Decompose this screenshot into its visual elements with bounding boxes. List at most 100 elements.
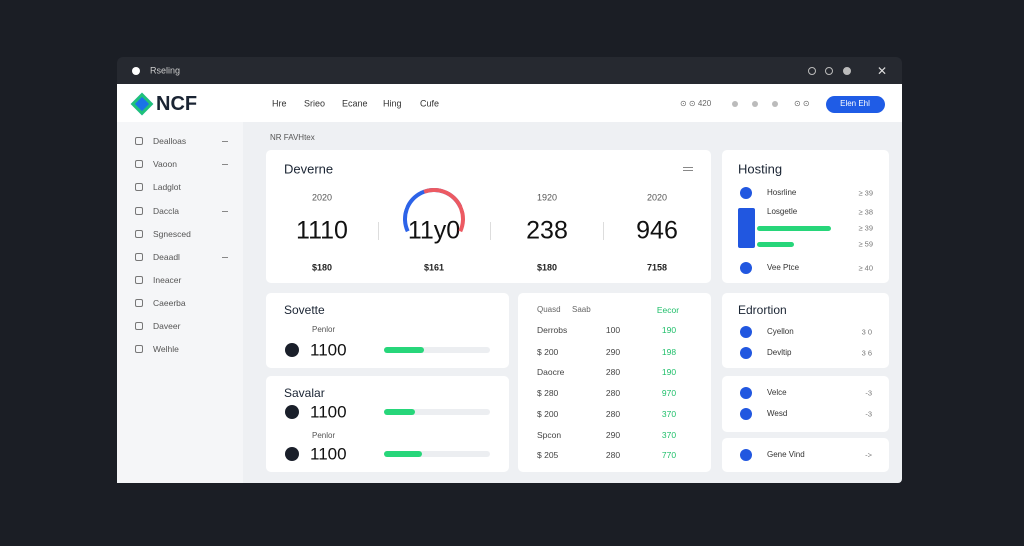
sidebar-chevron (222, 257, 228, 258)
card (518, 293, 711, 472)
sidebar-item[interactable]: Deaadl (153, 251, 180, 262)
stat-value: 946 (636, 216, 678, 245)
list-label[interactable]: Gene Vind (767, 450, 805, 459)
nav-link[interactable]: Cufe (420, 98, 440, 109)
metric-value: 1100 (310, 402, 347, 422)
card (722, 376, 889, 432)
table-cell: $ 200 (537, 408, 559, 419)
icon (285, 405, 299, 419)
bar-green (757, 226, 831, 231)
list-value: -3 (865, 388, 872, 398)
sidebar-chevron (222, 211, 228, 212)
sidebar-icon (135, 207, 143, 215)
stat-value: 1110 (296, 216, 348, 245)
stat-sub: $180 (311, 262, 333, 273)
icon (740, 262, 752, 274)
list-label: Vee Ptce (767, 263, 800, 272)
table-cell: 370 (661, 408, 677, 419)
metric-value: 1100 (310, 444, 347, 464)
nav-link[interactable]: Hing (383, 98, 402, 109)
header-icons: ⊙ ⊙ (794, 99, 810, 108)
card-title: Edrortion (738, 303, 787, 317)
icon (740, 449, 752, 461)
sidebar-item[interactable]: Daccla (153, 205, 179, 216)
list-value: ≥ 39 (858, 223, 873, 233)
table-cell: Spcon (537, 429, 562, 440)
sidebar-item[interactable]: Ineacer (153, 274, 182, 285)
primary-button[interactable] (826, 96, 885, 113)
progress-track (384, 347, 490, 353)
list-value: 3 0 (861, 327, 872, 337)
list-label: Losgetle (767, 207, 798, 216)
list-value: ≥ 38 (858, 207, 873, 217)
table-cell: 290 (605, 429, 621, 440)
window-control[interactable] (808, 67, 816, 75)
table-cell: 280 (605, 449, 621, 460)
stat-sub: $161 (423, 262, 445, 273)
card-menu[interactable] (683, 167, 693, 171)
list-value: ≥ 59 (858, 239, 873, 249)
list-label[interactable]: Wesd (767, 409, 788, 418)
stat-sub: $180 (536, 262, 558, 273)
close-button[interactable]: ✕ (877, 64, 888, 78)
icon (740, 387, 752, 399)
sidebar-icon (135, 276, 143, 284)
icon (772, 101, 778, 107)
divider (603, 222, 604, 240)
table-cell: 198 (661, 346, 677, 357)
table-cell: 770 (661, 449, 677, 460)
nav-link[interactable]: Hre (272, 98, 287, 109)
sidebar-item[interactable]: Sgnesced (153, 228, 191, 239)
table-header: Eecor (656, 304, 680, 315)
nav-link[interactable]: Ecane (342, 98, 368, 109)
table-cell: 190 (661, 324, 677, 335)
sidebar-item[interactable]: Welhle (153, 343, 179, 354)
sidebar-icon (135, 253, 143, 261)
sidebar-item[interactable]: Ladglot (153, 181, 181, 192)
header (117, 84, 902, 122)
list-value: ≥ 40 (858, 263, 873, 273)
sidebar-icon (135, 322, 143, 330)
progress-track (384, 409, 490, 415)
stat-value: 11y0 (407, 216, 461, 245)
icon (740, 347, 752, 359)
sidebar-item[interactable]: Daveer (153, 320, 181, 331)
divider (490, 222, 491, 240)
card-title: Savalar (284, 386, 325, 400)
button-label[interactable]: Elen Ehl (840, 99, 870, 108)
table-cell: 100 (605, 324, 621, 335)
sidebar-icon (135, 183, 143, 191)
icon (285, 447, 299, 461)
status: ⊙ ⊙ 420 (680, 99, 712, 108)
divider (378, 222, 379, 240)
metric-value: 1100 (310, 340, 347, 360)
list-label[interactable]: Cyellon (767, 327, 794, 336)
list-value: 3 6 (861, 348, 872, 358)
list-label: Hosrline (767, 188, 797, 197)
sidebar-item[interactable]: Caeerba (153, 297, 186, 308)
table-cell: Derrobs (537, 324, 568, 335)
list-label[interactable]: Devltip (767, 348, 792, 357)
card (266, 293, 509, 368)
nav-link[interactable]: Srieo (304, 98, 326, 109)
window-control[interactable] (843, 67, 851, 75)
table-header: Saab (572, 305, 591, 314)
stat-year: 2020 (646, 192, 668, 203)
window-control[interactable] (825, 67, 833, 75)
table-cell: 280 (605, 387, 621, 398)
list-label[interactable]: Velce (767, 388, 787, 397)
list-value: -3 (865, 409, 872, 419)
table-cell: $ 205 (537, 449, 559, 460)
list-value: -> (865, 450, 872, 460)
table-cell: 290 (605, 346, 621, 357)
metric-caption: Penlor (312, 431, 336, 440)
card (266, 150, 711, 283)
icon (740, 408, 752, 420)
sidebar-item[interactable]: Dealloas (153, 135, 187, 146)
stat-sub: 7158 (646, 262, 668, 273)
list-value: ≥ 39 (858, 188, 873, 198)
icon (132, 67, 140, 75)
sidebar-chevron (222, 141, 228, 142)
sidebar-item[interactable]: Vaoon (153, 158, 177, 169)
